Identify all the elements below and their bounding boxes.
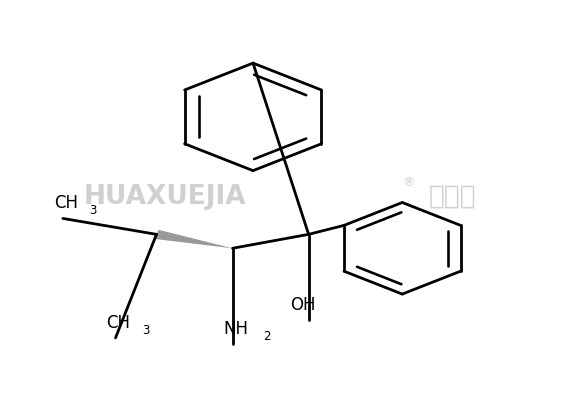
- Text: 2: 2: [263, 330, 270, 343]
- Text: 3: 3: [89, 204, 96, 217]
- Text: OH: OH: [290, 296, 316, 314]
- Text: CH: CH: [106, 314, 131, 332]
- Text: 化学加: 化学加: [429, 184, 476, 209]
- Text: 3: 3: [142, 324, 149, 337]
- Text: ®: ®: [402, 176, 415, 189]
- Text: CH: CH: [54, 194, 78, 213]
- Polygon shape: [155, 230, 232, 248]
- Text: NH: NH: [223, 320, 248, 338]
- Text: HUAXUEJIA: HUAXUEJIA: [83, 184, 246, 209]
